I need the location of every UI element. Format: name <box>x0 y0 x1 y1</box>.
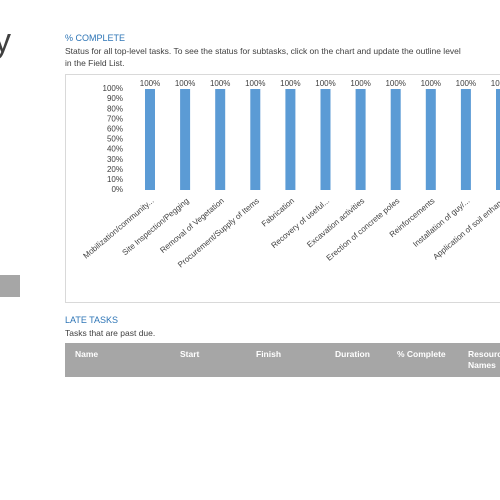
bar <box>355 89 366 190</box>
y-tick-label: 100% <box>103 84 123 93</box>
value-label: 100% <box>456 79 476 88</box>
value-label: 100% <box>385 79 405 88</box>
x-tick-label: Mobilization/community... <box>82 196 156 260</box>
value-label: 100% <box>315 79 335 88</box>
y-tick-label: 10% <box>107 175 123 184</box>
x-tick-label: Removal of Vegetation <box>158 196 225 255</box>
bar <box>145 89 155 190</box>
value-label: 100% <box>491 79 500 88</box>
x-tick-label: Site Inspection/Pegging <box>121 196 191 257</box>
value-label: 100% <box>280 79 300 88</box>
value-label: 100% <box>421 79 441 88</box>
bar <box>460 89 471 190</box>
column-header[interactable]: % Complete <box>397 349 446 359</box>
bar <box>390 89 401 190</box>
value-label: 100% <box>245 79 265 88</box>
y-tick-label: 40% <box>107 145 123 154</box>
value-label: 100% <box>210 79 230 88</box>
chart-frame <box>65 74 500 303</box>
y-tick-label: 90% <box>107 94 123 103</box>
section-description: Status for all top-level tasks. To see t… <box>65 46 461 68</box>
value-label: 100% <box>140 79 160 88</box>
x-tick-label: Fabrication <box>260 196 296 228</box>
sidebar-fragment: y <box>0 22 11 60</box>
bar <box>180 89 191 190</box>
section-description: Tasks that are past due. <box>65 328 156 338</box>
section-heading: % COMPLETE <box>65 33 126 43</box>
value-label: 100% <box>350 79 370 88</box>
bar <box>285 89 296 190</box>
bar <box>250 89 261 190</box>
y-tick-label: 50% <box>107 135 123 144</box>
y-tick-label: 20% <box>107 165 123 174</box>
y-tick-label: 70% <box>107 114 123 123</box>
column-header[interactable]: Finish <box>256 349 282 359</box>
sidebar-button[interactable] <box>0 275 20 297</box>
bar <box>320 89 331 190</box>
column-header[interactable]: Duration <box>335 349 370 359</box>
x-tick-label: Recovery of useful... <box>269 196 331 250</box>
table-header: Name Start Finish Duration % Complete Resourc… <box>65 343 500 377</box>
bar <box>425 89 436 190</box>
y-tick-label: 60% <box>107 125 123 134</box>
value-label: 100% <box>175 79 195 88</box>
column-header[interactable]: Resource Names <box>468 349 500 370</box>
y-tick-label: 80% <box>107 104 123 113</box>
bar <box>496 89 500 190</box>
section-heading: LATE TASKS <box>65 315 119 325</box>
column-header[interactable]: Start <box>180 349 200 359</box>
column-header[interactable]: Name <box>75 349 99 359</box>
bar <box>215 89 226 190</box>
y-tick-label: 30% <box>107 155 123 164</box>
y-tick-label: 0% <box>111 185 123 194</box>
